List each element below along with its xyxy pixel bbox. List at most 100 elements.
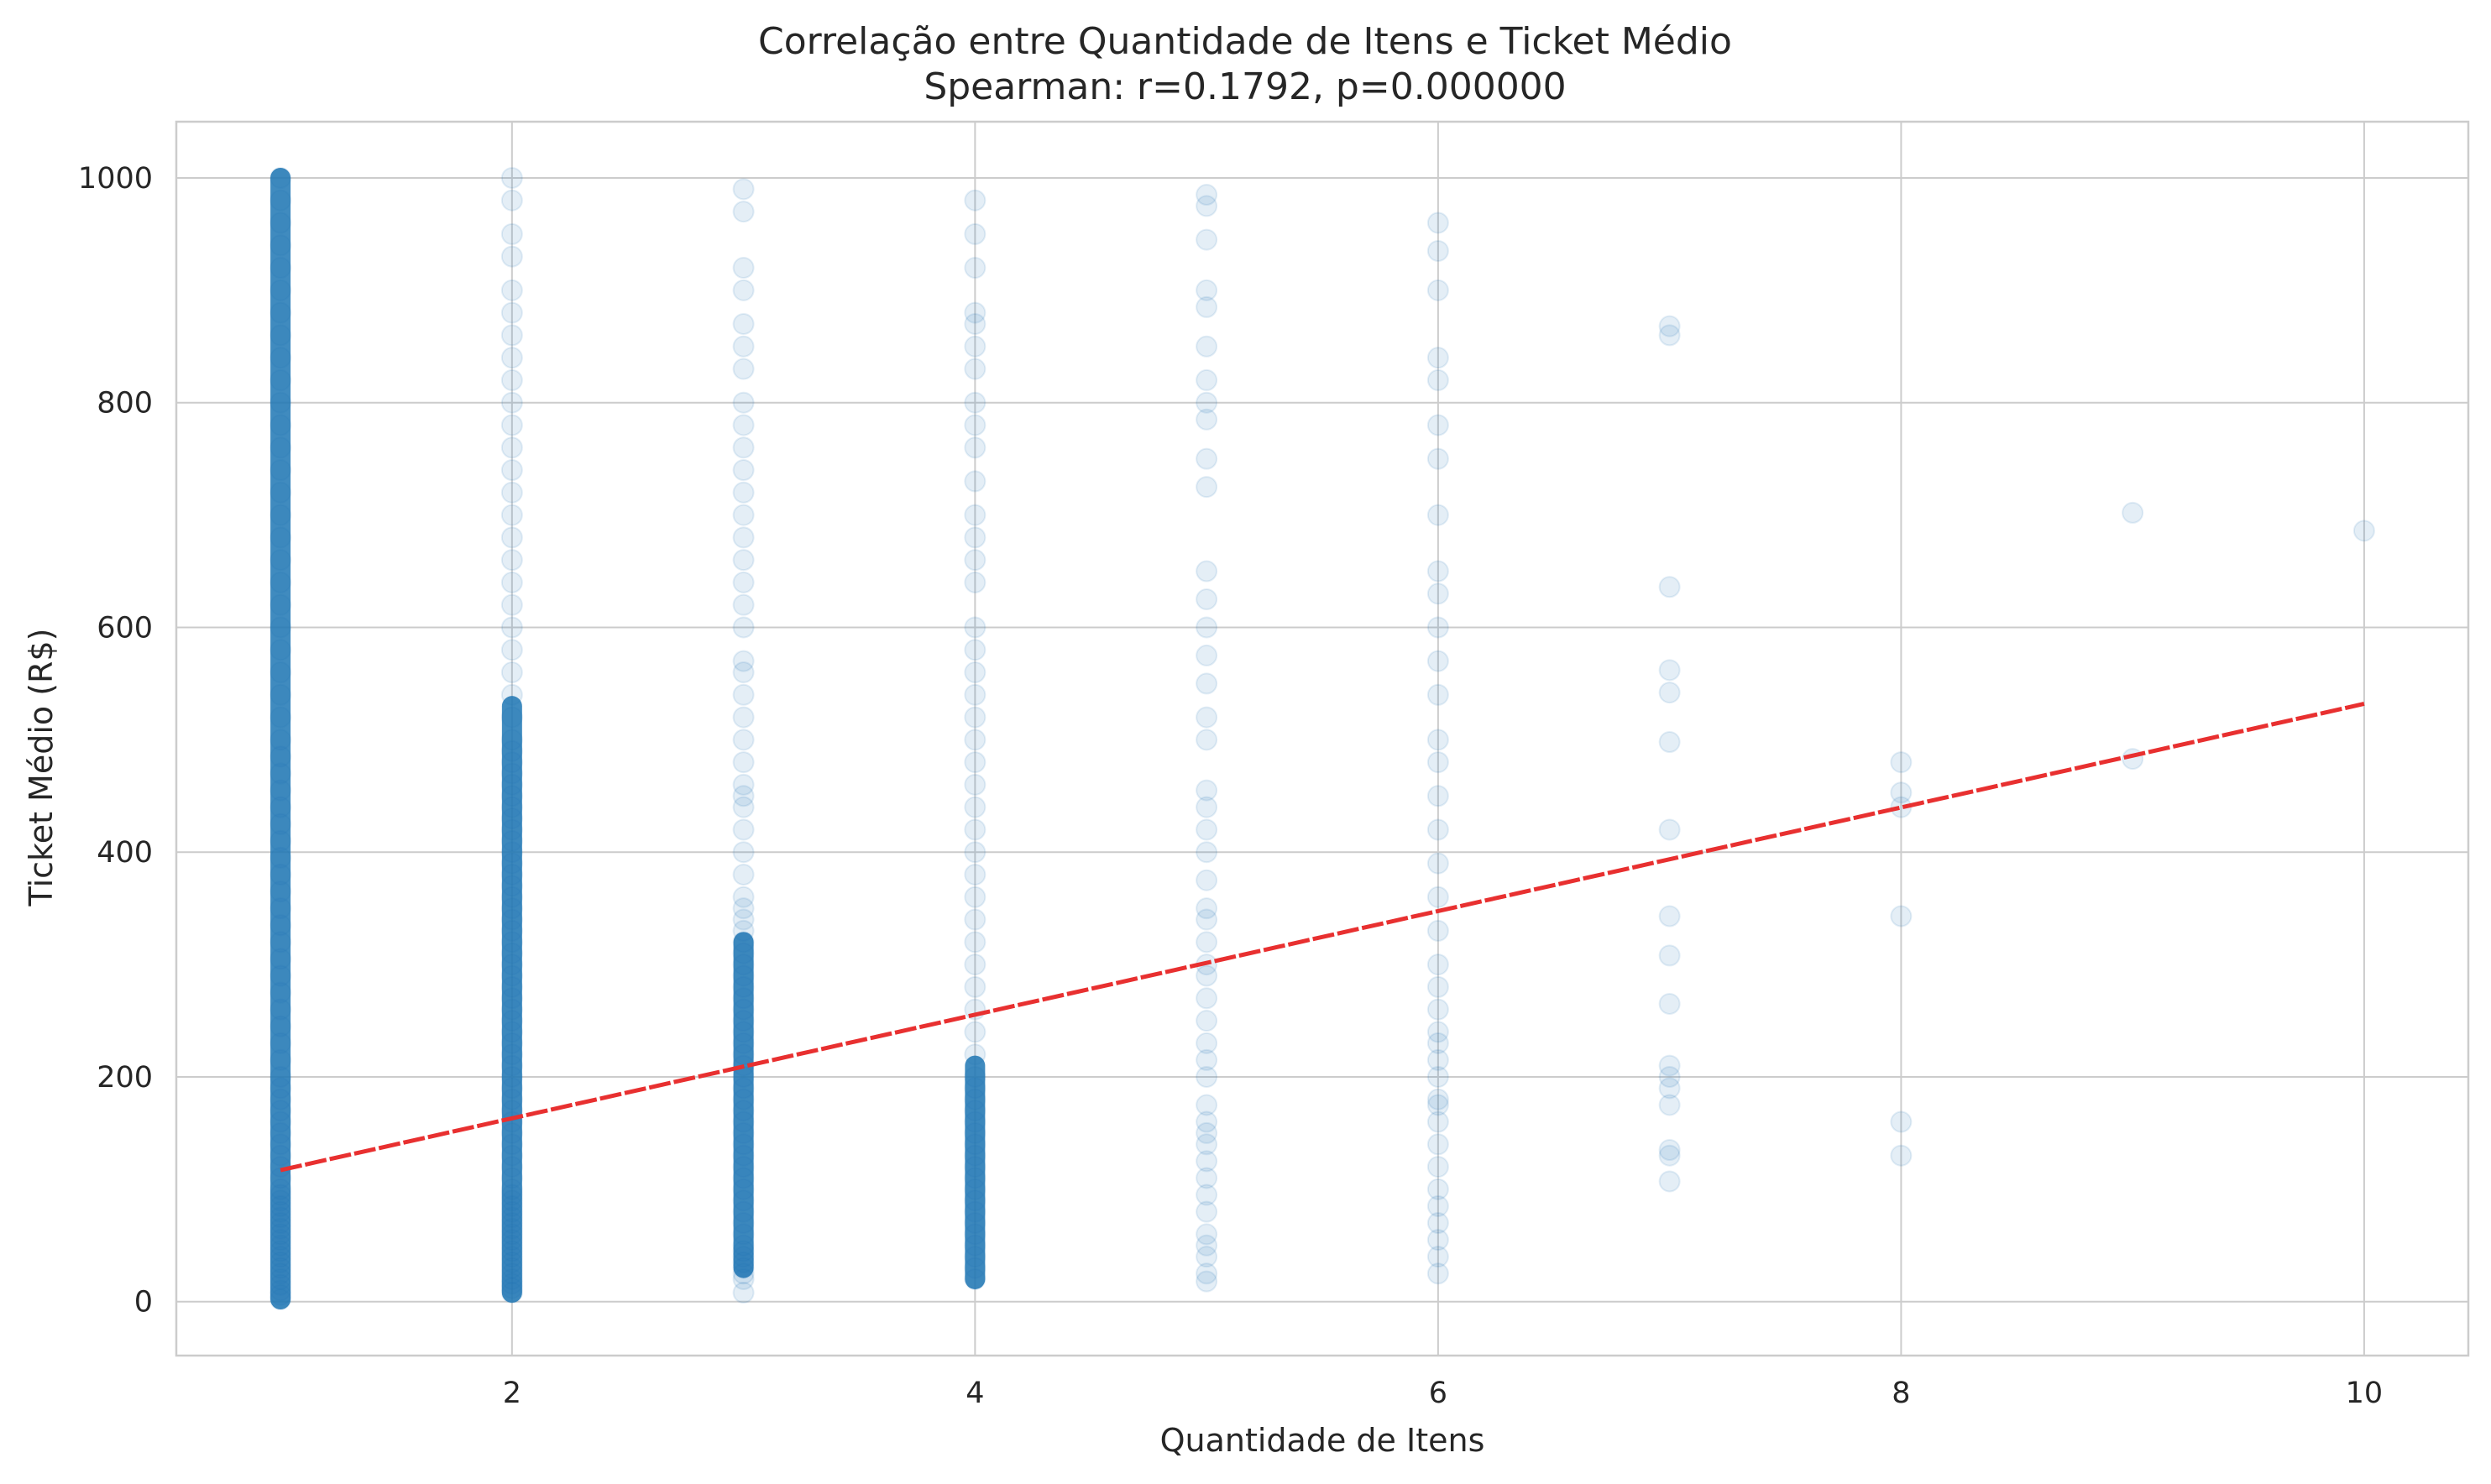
data-point [1196, 1094, 1218, 1116]
data-point [732, 1189, 755, 1212]
data-point [1426, 583, 1449, 605]
data-point [500, 818, 523, 841]
data-point [270, 762, 292, 785]
data-point [964, 683, 986, 706]
y-tick-label: 400 [97, 836, 153, 870]
data-point [732, 1257, 755, 1279]
data-point [270, 1251, 292, 1273]
data-point [964, 1223, 986, 1246]
data-point [1658, 1094, 1681, 1116]
chart-title: Correlação entre Quantidade de Itens e T… [758, 20, 1732, 63]
data-point [270, 796, 292, 818]
data-point [500, 897, 523, 920]
y-tick-label: 200 [97, 1061, 153, 1095]
data-point [270, 1240, 292, 1262]
data-point [500, 1246, 523, 1268]
data-point [732, 1121, 755, 1144]
data-point [500, 1178, 523, 1200]
data-point [732, 1167, 755, 1189]
data-point [964, 1189, 986, 1212]
data-point [1196, 476, 1218, 499]
data-point [732, 436, 755, 459]
data-point [500, 841, 523, 864]
data-point [270, 1223, 292, 1246]
data-point [1196, 195, 1218, 217]
data-point [270, 301, 292, 324]
data-point [270, 1065, 292, 1088]
data-point [500, 549, 523, 572]
data-point [732, 863, 755, 886]
data-point [270, 1100, 292, 1122]
data-point [500, 526, 523, 549]
data-point [270, 863, 292, 886]
data-point [500, 1267, 523, 1290]
data-point [964, 549, 986, 572]
data-point [1196, 931, 1218, 954]
data-point [964, 504, 986, 526]
grid-lines [176, 122, 2468, 1356]
data-point [732, 1021, 755, 1043]
data-point [500, 964, 523, 987]
data-point [732, 526, 755, 549]
data-point [500, 1133, 523, 1156]
data-point [732, 954, 755, 976]
data-point [964, 301, 986, 324]
data-point [964, 931, 986, 954]
data-point [732, 773, 755, 796]
data-point [1658, 731, 1681, 754]
data-point [964, 908, 986, 931]
data-point [270, 1217, 292, 1240]
data-point [500, 1251, 523, 1273]
data-point [964, 1088, 986, 1110]
data-point [964, 975, 986, 998]
data-point [964, 818, 986, 841]
data-point [732, 1156, 755, 1178]
data-point [270, 234, 292, 257]
data-point [732, 1178, 755, 1200]
data-point [500, 1200, 523, 1223]
data-points [270, 166, 2375, 1311]
data-point [964, 1100, 986, 1122]
data-point [270, 1121, 292, 1144]
data-point [964, 954, 986, 976]
data-point [270, 829, 292, 852]
data-point [1426, 1088, 1449, 1110]
data-point [500, 987, 523, 1010]
data-point [270, 526, 292, 549]
data-point [500, 1282, 523, 1304]
data-point [1196, 588, 1218, 610]
data-point [964, 1212, 986, 1235]
dense-point-band [270, 167, 291, 1310]
data-point [500, 279, 523, 301]
data-point [500, 739, 523, 762]
data-point [1658, 659, 1681, 682]
data-point [732, 785, 755, 807]
data-point [1658, 576, 1681, 598]
data-point [732, 481, 755, 504]
data-point [1426, 1110, 1449, 1133]
data-point [270, 257, 292, 280]
data-point [732, 1100, 755, 1122]
data-point [732, 1032, 755, 1054]
data-point [270, 1283, 292, 1306]
data-point [500, 807, 523, 830]
data-point [1658, 682, 1681, 704]
data-point [1426, 368, 1449, 391]
data-point [500, 368, 523, 391]
data-point [1426, 1065, 1449, 1088]
data-point [1426, 279, 1449, 301]
data-point [270, 414, 292, 436]
data-point [270, 880, 292, 903]
data-point [964, 189, 986, 212]
data-point [964, 1200, 986, 1223]
data-point [270, 1267, 292, 1290]
data-point [1196, 1270, 1218, 1293]
data-point [270, 481, 292, 504]
data-point [270, 616, 292, 639]
data-point [1426, 1212, 1449, 1235]
data-point [270, 1167, 292, 1189]
data-point [964, 729, 986, 751]
x-tick-label: 10 [2346, 1377, 2384, 1410]
x-tick-label: 4 [966, 1377, 984, 1410]
data-point [500, 1272, 523, 1295]
